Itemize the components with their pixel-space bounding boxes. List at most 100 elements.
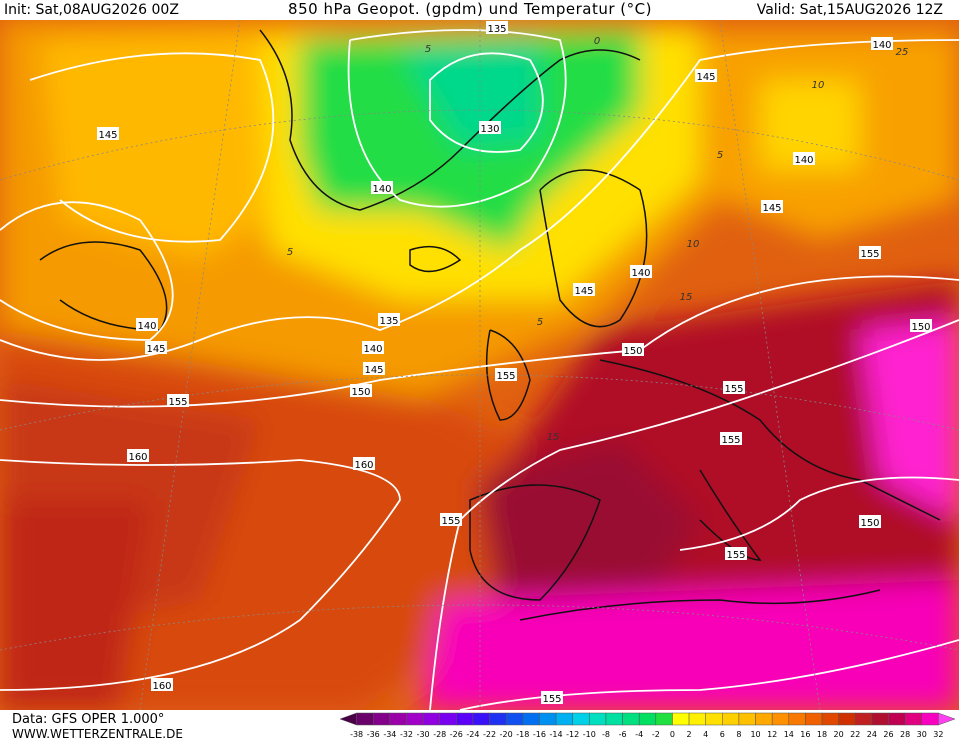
colorbar-swatch (356, 712, 374, 726)
contour-label: 150 (860, 518, 879, 529)
contour-label-box (479, 121, 501, 134)
colorbar-label: -28 (433, 730, 446, 739)
colorbar-swatch (522, 712, 540, 726)
colorbar-swatch (838, 712, 856, 726)
temperature-label: 15 (547, 432, 560, 443)
colorbar-swatch (688, 712, 706, 726)
colorbar-label: -6 (619, 730, 627, 739)
graticule (0, 20, 959, 710)
colorbar-label: 12 (767, 730, 777, 739)
contour-label-box (378, 313, 400, 326)
contour-label: 160 (128, 452, 147, 463)
temperature-label: 5 (287, 247, 293, 258)
contour-label: 145 (762, 203, 781, 214)
colorbar-label: 6 (720, 730, 725, 739)
colorbar-label: 8 (736, 730, 741, 739)
contour-label-box (127, 449, 149, 462)
contour-label: 140 (372, 184, 391, 195)
contour-label-box (622, 343, 644, 356)
colorbar-swatch (505, 712, 524, 726)
colorbar-label: 28 (900, 730, 910, 739)
contour-label: 155 (496, 371, 515, 382)
colorbar-label: 0 (670, 730, 675, 739)
contour-label: 140 (363, 344, 382, 355)
temperature-label: 10 (812, 80, 825, 91)
colorbar-label: -18 (516, 730, 529, 739)
contour-label-box (630, 265, 652, 278)
colorbar-swatch (389, 712, 407, 726)
contour-label: 160 (354, 460, 373, 471)
colorbar-swatch (705, 712, 723, 726)
coastlines (39, 29, 941, 621)
colorbar-label: -10 (583, 730, 596, 739)
colorbar-swatch (372, 712, 391, 726)
contour-label-box (761, 200, 783, 213)
contour-label-box (871, 37, 893, 50)
contour-label: 155 (726, 550, 745, 561)
temperature-label: 25 (896, 47, 909, 58)
colorbar-swatch (489, 712, 507, 726)
website: WWW.WETTERZENTRALE.DE (12, 727, 183, 741)
contour-label: 145 (364, 365, 383, 376)
colorbar-swatch (871, 712, 889, 726)
contour-label-box (353, 457, 375, 470)
colorbar-swatch (655, 712, 673, 726)
contour-label: 150 (911, 322, 930, 333)
contour-label: 140 (872, 40, 891, 51)
contour-label-box (859, 246, 881, 259)
colorbar-swatch (472, 712, 490, 726)
contour-label-box (695, 69, 717, 82)
colorbar-swatch (904, 712, 923, 726)
temperature-label: 5 (425, 44, 431, 55)
colorbar-swatch (422, 712, 440, 726)
colorbar-label: -30 (417, 730, 430, 739)
colorbar-label: 30 (917, 730, 927, 739)
colorbar-label: 14 (784, 730, 794, 739)
contour-label-box (362, 341, 384, 354)
contour-label: 145 (146, 344, 165, 355)
colorbar-swatch (638, 712, 657, 726)
contour-label: 155 (721, 435, 740, 446)
temperature-labels: 0 5 5 10 5 10 15 15 25 5 (287, 36, 909, 443)
colorbar-label: 32 (933, 730, 943, 739)
contour-label: 160 (152, 681, 171, 692)
data-source: Data: GFS OPER 1.000° (12, 712, 164, 727)
colorbar-label: -38 (350, 730, 363, 739)
colorbar-swatch (738, 712, 756, 726)
colorbar-swatch (821, 712, 839, 726)
colorbar-label: 16 (800, 730, 810, 739)
contour-label: 145 (696, 72, 715, 83)
temperature-label: 5 (537, 317, 543, 328)
colorbar-label: -12 (566, 730, 579, 739)
contour-labels: 1351401451301401401451451551401451351401… (97, 21, 932, 705)
contour-label: 140 (794, 155, 813, 166)
contour-label-box (371, 181, 393, 194)
contour-label-box (793, 152, 815, 165)
contour-label: 150 (623, 346, 642, 357)
colorbar-label: 2 (687, 730, 692, 739)
contour-label-box (167, 394, 189, 407)
colorbar-label: -2 (652, 730, 660, 739)
map: 1351401451301401401451451551401451351401… (0, 20, 959, 710)
contour-label-box (486, 21, 508, 34)
colorbar-label: -4 (635, 730, 643, 739)
colorbar-label: -8 (602, 730, 610, 739)
colorbar-swatch (555, 712, 573, 726)
colorbar-swatch (605, 712, 623, 726)
contour-label-box (136, 318, 158, 331)
colorbar: -38 -36 -34 -32 -30 -28 -26 -24 -22 -20 -18 -16 -14-… (339, 712, 956, 739)
colorbar-swatch (539, 712, 557, 726)
colorbar-label: -16 (533, 730, 546, 739)
contour-label: 145 (574, 286, 593, 297)
colorbar-swatch (589, 712, 607, 726)
contour-label-box (440, 513, 462, 526)
colorbar-swatch (855, 712, 873, 726)
colorbar-swatch (755, 712, 773, 726)
colorbar-swatch (888, 712, 906, 726)
contour-label: 150 (351, 387, 370, 398)
contour-label: 140 (631, 268, 650, 279)
contour-label-box (720, 432, 742, 445)
colorbar-label: -24 (466, 730, 479, 739)
colorbar-swatch (572, 712, 590, 726)
